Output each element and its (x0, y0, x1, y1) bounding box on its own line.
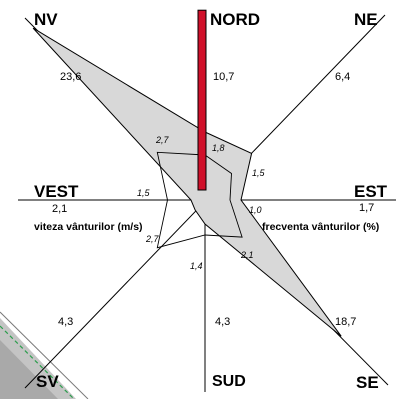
north-bar (197, 9, 207, 191)
dir-label-vest: VEST (34, 182, 79, 201)
map-fragment (0, 311, 89, 399)
freq-label-sud: 4,3 (215, 316, 230, 328)
legend-frequency: frecventa vânturilor (%) (262, 221, 379, 233)
speed-label-nv: 2,7 (155, 135, 170, 145)
speed-label-sud: 1,4 (190, 261, 203, 271)
speed-label-est: 1,0 (249, 205, 262, 215)
speed-label-vest: 1,5 (137, 188, 151, 198)
dir-label-est: EST (354, 182, 388, 201)
dir-label-se: SE (356, 373, 379, 392)
dir-label-nv: NV (34, 10, 58, 29)
freq-label-est: 1,7 (359, 202, 374, 214)
frequency-polygon (32, 27, 342, 337)
freq-label-se: 18,7 (335, 316, 356, 328)
freq-label-vest: 2,1 (52, 203, 67, 215)
dir-label-ne: NE (354, 10, 378, 29)
freq-label-ne: 6,4 (335, 71, 350, 83)
legend-speed: viteza vânturilor (m/s) (34, 221, 143, 233)
speed-label-nord: 1,8 (212, 143, 225, 153)
speed-label-ne: 1,5 (252, 168, 266, 178)
freq-label-nv: 23,6 (60, 71, 81, 83)
speed-label-sv: 2,7 (145, 234, 160, 244)
freq-label-sv: 4,3 (58, 316, 73, 328)
freq-label-nord: 10,7 (213, 71, 234, 83)
dir-label-sud: SUD (212, 373, 246, 390)
speed-label-se: 2,1 (240, 250, 254, 260)
speed-polygon (156, 151, 243, 249)
dir-label-sv: SV (36, 372, 59, 391)
dir-label-nord: NORD (210, 10, 260, 29)
